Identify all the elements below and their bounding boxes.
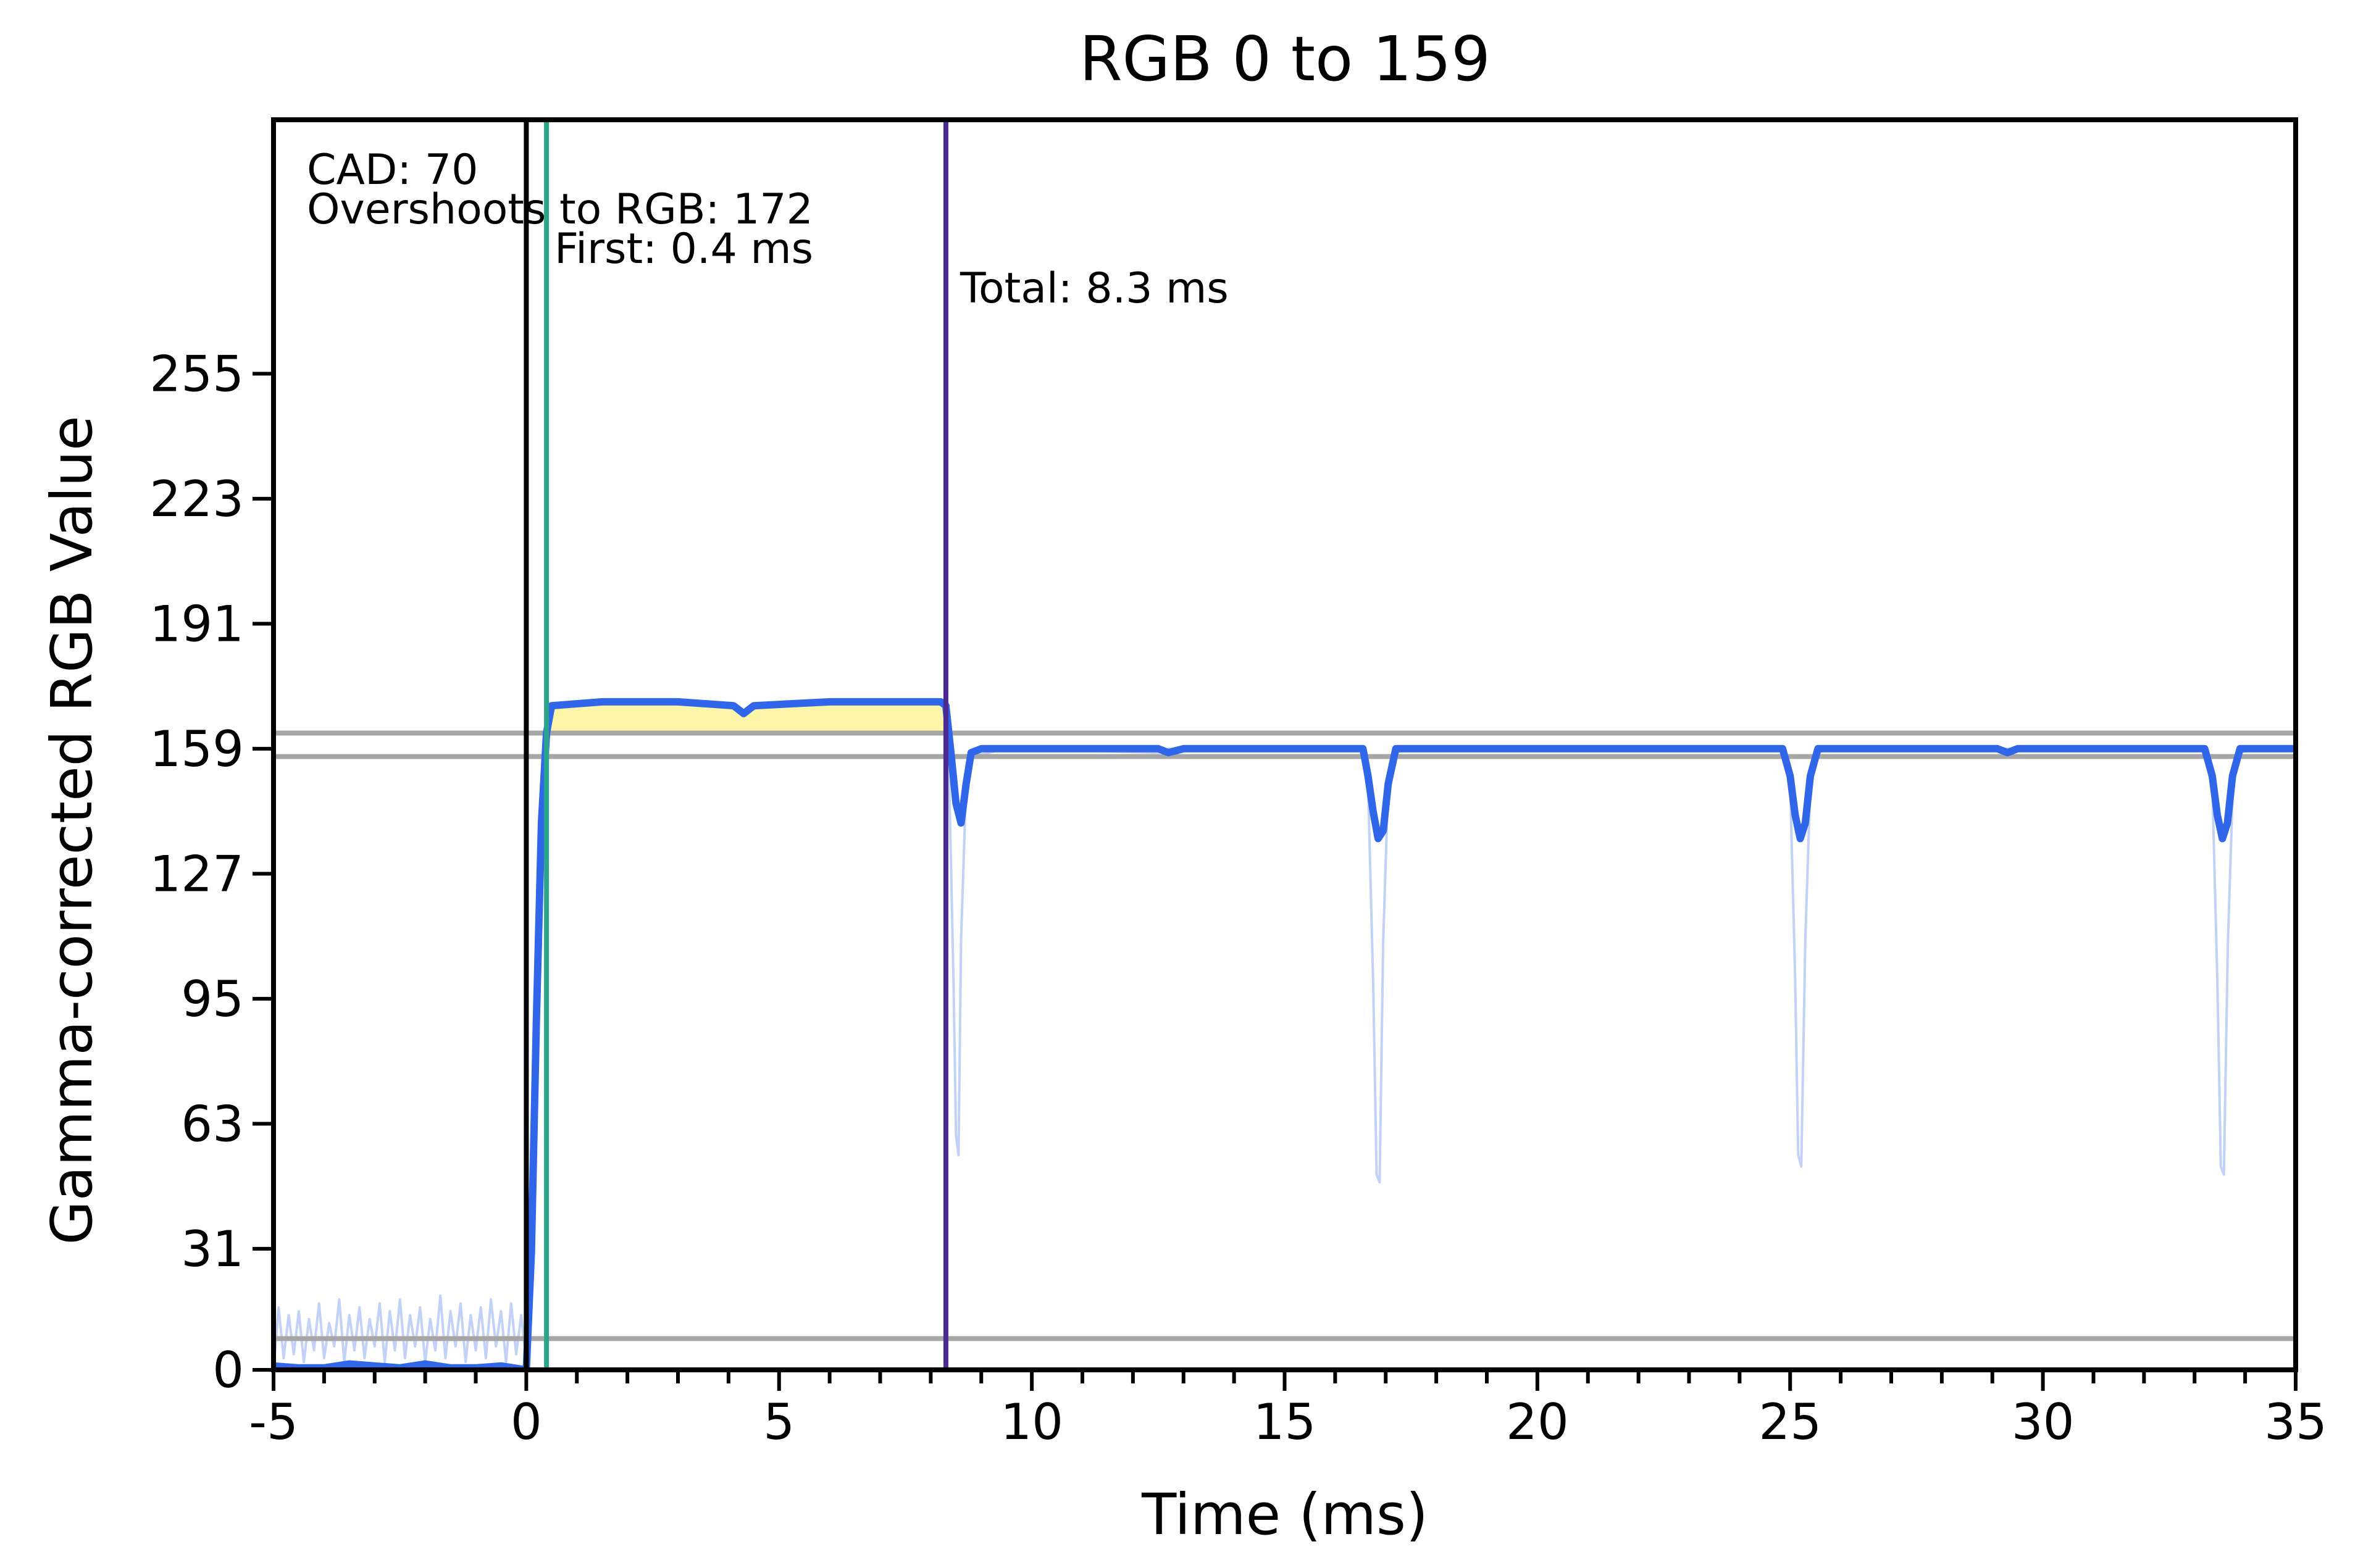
- x-tick-label: 20: [1506, 1393, 1569, 1451]
- x-tick-label: 25: [1758, 1393, 1821, 1451]
- y-tick-label: 191: [149, 595, 244, 653]
- chart-title: RGB 0 to 159: [1079, 23, 1491, 95]
- first-annotation: First: 0.4 ms: [554, 225, 813, 273]
- cad-annotation: CAD: 70: [307, 146, 478, 194]
- x-tick-label: 15: [1253, 1393, 1316, 1451]
- y-tick-label: 63: [181, 1095, 244, 1153]
- y-tick-label: 31: [181, 1220, 244, 1278]
- x-tick-label: 35: [2264, 1393, 2327, 1451]
- overshoot-annotation: Overshoots to RGB: 172: [307, 185, 813, 234]
- x-tick-label: 5: [763, 1393, 795, 1451]
- y-tick-label: 95: [181, 970, 244, 1028]
- x-axis-label: Time (ms): [1141, 1482, 1428, 1548]
- y-tick-label: 223: [149, 470, 244, 528]
- x-tick-label: 30: [2012, 1393, 2075, 1451]
- y-tick-label: 159: [149, 720, 244, 778]
- x-tick-label: 0: [511, 1393, 542, 1451]
- y-tick-label: 0: [212, 1341, 244, 1399]
- x-tick-label: -5: [249, 1393, 298, 1451]
- y-tick-label: 255: [149, 345, 244, 402]
- y-tick-label: 127: [149, 845, 244, 903]
- x-tick-label: 10: [1000, 1393, 1063, 1451]
- y-axis-label: Gamma-corrected RGB Value: [39, 415, 105, 1245]
- total-annotation: Total: 8.3 ms: [960, 264, 1229, 313]
- plot-content: [274, 120, 2296, 1370]
